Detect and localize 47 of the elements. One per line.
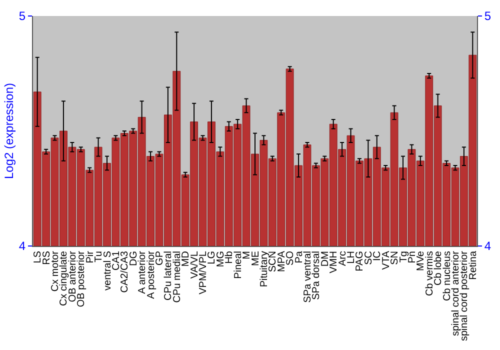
x-tick-label: RS: [41, 250, 52, 265]
x-tick-label: GP: [154, 250, 166, 266]
y2-tick-label: 4: [484, 239, 492, 254]
x-tick-label: MVe: [416, 250, 427, 272]
x-tick-label: spinal cord anterior: [450, 250, 462, 336]
x-tick-label: Pituitary: [258, 251, 270, 288]
x-tick-label: Pn: [406, 251, 418, 264]
y-axis-title: Log2 (expression): [2, 82, 16, 180]
x-tick-label: LG: [206, 250, 218, 264]
x-tick-label: SN: [390, 251, 401, 265]
x-tick-label: A posterior: [146, 250, 157, 299]
x-tick-label: Pa: [294, 250, 305, 264]
x-tick-label: Pineal: [232, 251, 244, 279]
x-tick-label: CPu medial: [172, 251, 183, 303]
x-tick-label: SO: [285, 250, 296, 266]
x-tick-label: IC: [372, 251, 384, 261]
x-tick-label: CA1: [110, 250, 122, 270]
x-tick-label: SCN: [268, 251, 279, 272]
x-tick-label: spinal cord posterior: [459, 250, 470, 342]
x-tick-label: Pir: [84, 250, 96, 264]
x-tick-label: Cb nucleus: [442, 251, 453, 302]
x-tick-label: ME: [250, 250, 262, 266]
x-tick-label: DG: [128, 250, 140, 266]
x-tick-label: Cx cingulate: [58, 250, 70, 306]
x-tick-label: VMH: [328, 251, 340, 274]
x-tick-label: SPa dorsal: [311, 251, 322, 300]
x-tick-label: Tg: [398, 251, 410, 263]
x-tick-label: SPa ventral: [302, 251, 314, 303]
x-tick-label: MPA: [276, 250, 288, 272]
x-tick-label: MG: [215, 250, 226, 268]
x-tick-label: ventral S: [102, 250, 114, 290]
x-tick-label: CA2/CA3: [120, 250, 131, 293]
y2-tick-label: 5: [484, 9, 492, 24]
x-tick-label: Cb lobe: [433, 250, 444, 286]
x-tick-label: VTA: [380, 250, 392, 270]
x-tick-label: OB anterior: [67, 250, 78, 302]
x-tick-label: LS: [32, 250, 44, 264]
x-tick-label: PAG: [354, 250, 366, 272]
x-tick-label: A anterior: [137, 250, 148, 294]
x-tick-label: M: [242, 251, 253, 260]
x-tick-label: Retina: [468, 250, 479, 280]
x-tick-label: Hb: [224, 250, 236, 264]
x-tick-label: Arc: [337, 251, 348, 266]
x-tick-label: DM: [320, 251, 331, 267]
x-tick-label: OB posterior: [76, 250, 88, 308]
x-tick-label: Tu: [94, 251, 105, 262]
x-tick-label: SC: [363, 251, 374, 265]
